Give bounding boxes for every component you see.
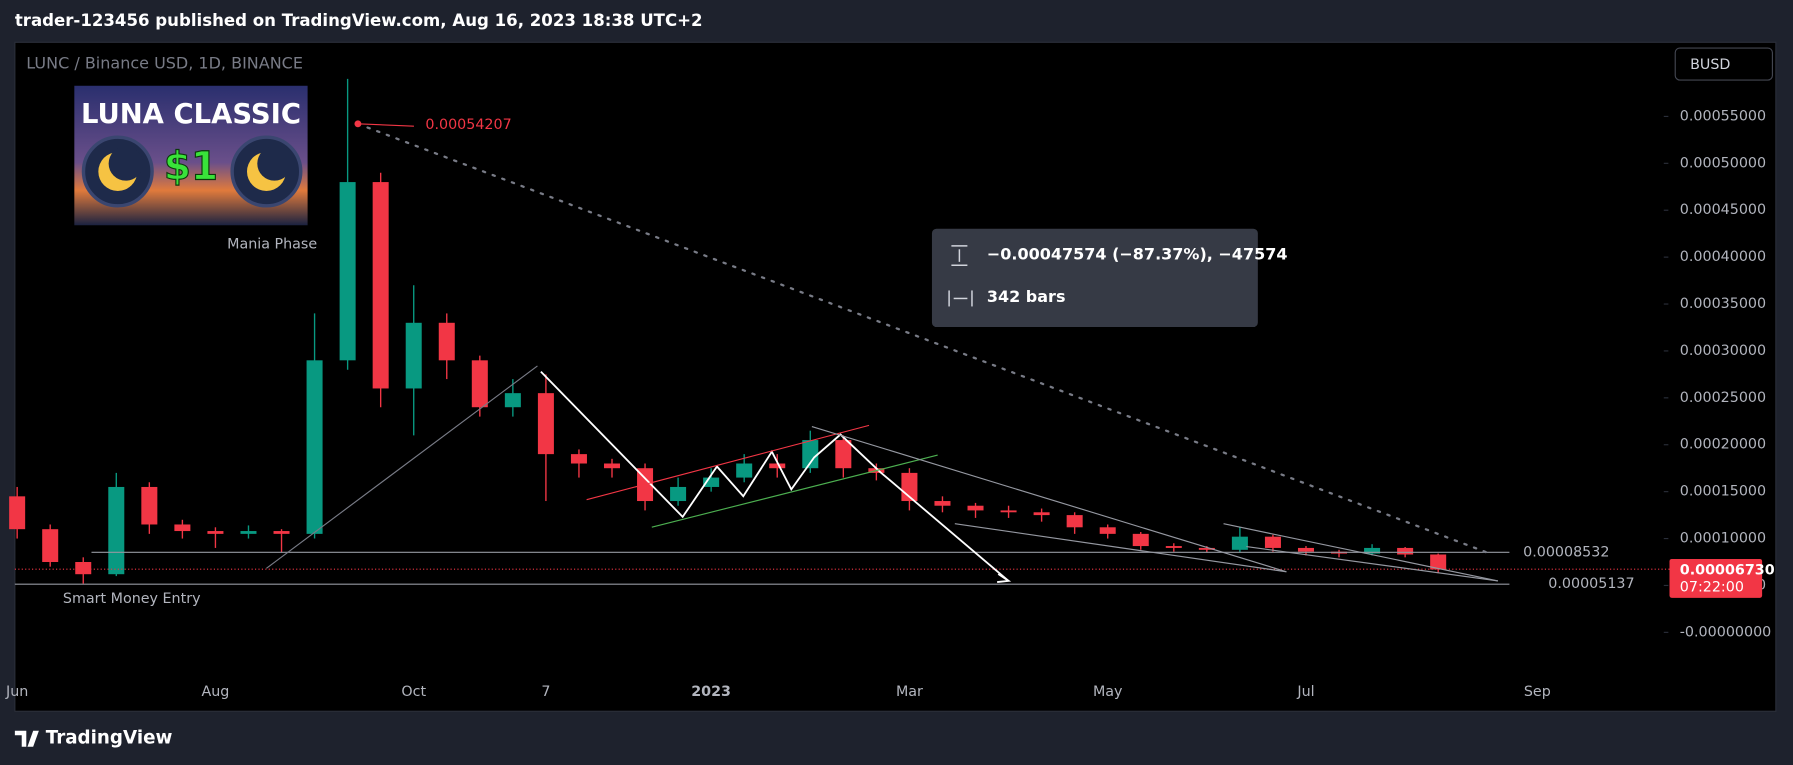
last-price-label: 0.00006730 [1680, 562, 1775, 578]
x-tick-label: May [1093, 684, 1123, 700]
candle-body [339, 182, 356, 361]
y-tick-label: 0.00035000 [1680, 296, 1766, 312]
measure-icons [948, 245, 973, 307]
publish-header: trader-123456 published on TradingView.c… [15, 11, 703, 30]
candle-body [1099, 527, 1116, 534]
candle-body [1132, 533, 1149, 547]
trend-line [266, 365, 538, 569]
candle-body [603, 463, 621, 469]
wedge-top [811, 425, 1287, 573]
x-tick-label: Sep [1524, 684, 1551, 700]
measure-change: −0.00047574 (−87.37%), −47574 [987, 245, 1288, 264]
measure-box [931, 228, 1258, 328]
candle-body [75, 562, 92, 575]
zigzag [540, 370, 1010, 582]
candle-body [1231, 536, 1248, 550]
peak-label: 0.00054207 [425, 117, 511, 133]
candle-body [1430, 554, 1447, 570]
candle-body [835, 440, 852, 469]
candle-body [736, 463, 753, 478]
peak-pointer [357, 123, 414, 127]
candle-body [934, 501, 951, 506]
coin-moon-cut [257, 146, 292, 181]
x-tick-label: 7 [541, 684, 550, 700]
candle-body [1033, 512, 1050, 516]
candle-body [438, 322, 455, 361]
candle-body [670, 486, 687, 502]
candle-body [273, 531, 290, 534]
wedge-top [1223, 523, 1499, 582]
price-layer: -0.000000000.000050000.000100000.0001500… [5, 78, 1771, 700]
candle-body [207, 531, 224, 534]
x-tick-label: 2023 [691, 684, 731, 700]
candle-body [9, 496, 26, 530]
y-tick-label: 0.00015000 [1680, 484, 1766, 500]
candle-body [504, 393, 521, 408]
currency-label[interactable]: BUSD [1690, 57, 1730, 73]
candle-body [967, 505, 984, 511]
candle-body [471, 360, 488, 408]
currency-button[interactable] [1674, 47, 1773, 81]
image-title: LUNA CLASSIC [81, 99, 301, 130]
arrow-head [997, 573, 1012, 583]
y-tick-label: 0.00020000 [1680, 437, 1766, 453]
candle-body [1066, 515, 1083, 528]
candle-body [1264, 536, 1281, 548]
y-tick-label: 0.00030000 [1680, 343, 1766, 359]
y-tick-label: 0.00040000 [1680, 249, 1766, 265]
candle-body [1397, 547, 1414, 555]
x-tick-label: Jun [5, 684, 28, 700]
drawings [266, 365, 1499, 583]
candle-body [769, 463, 786, 469]
annotation: Smart Money Entry [63, 591, 201, 607]
level-label: 0.00005137 [1548, 576, 1634, 592]
x-tick-label: Jul [1296, 684, 1314, 700]
last-price-box [1669, 558, 1763, 598]
candle-body [802, 440, 819, 469]
candle-body [703, 477, 720, 487]
candle-body [537, 393, 554, 455]
symbol-title: LUNC / Binance USD, 1D, BINANCE [26, 54, 303, 73]
candle-body [108, 486, 125, 575]
y-tick-label: 0.00010000 [1680, 531, 1766, 547]
x-tick-label: Oct [401, 684, 426, 700]
candle-body [570, 454, 587, 464]
y-tick-label: 0.00055000 [1680, 108, 1766, 124]
candle-body [240, 531, 257, 534]
countdown-label: 07:22:00 [1680, 580, 1744, 596]
candle-body [1165, 546, 1182, 548]
candle-body [405, 322, 422, 389]
y-tick-label: 0.00050000 [1680, 155, 1766, 171]
candle-body [372, 182, 389, 389]
candle-body [1000, 510, 1017, 513]
x-tick-label: Aug [201, 684, 229, 700]
candle-body [1198, 547, 1215, 550]
candle-body [141, 486, 158, 525]
wedge-bottom [1246, 546, 1499, 582]
candle-body [42, 529, 59, 563]
y-tick-label: 0.00025000 [1680, 390, 1766, 406]
candle-body [306, 360, 323, 534]
channel-bottom [651, 454, 938, 528]
candle-body [1364, 547, 1381, 554]
channel-top [586, 424, 870, 501]
candle-body [1297, 547, 1314, 552]
x-tick-label: Mar [896, 684, 923, 700]
y-tick-label: 0.00045000 [1680, 202, 1766, 218]
image-price: $1 [164, 145, 218, 190]
level-label: 0.00008532 [1523, 544, 1609, 560]
footer-logo [14, 730, 39, 747]
footer-brand: TradingView [46, 728, 173, 749]
measure-bars: 342 bars [987, 287, 1066, 306]
peak-point [354, 120, 362, 128]
candle-body [174, 524, 191, 532]
wedge-bottom [954, 523, 1287, 573]
annotation: Mania Phase [227, 237, 317, 253]
y-tick-label: -0.00000000 [1680, 624, 1771, 640]
coin-moon-cut [108, 146, 143, 181]
